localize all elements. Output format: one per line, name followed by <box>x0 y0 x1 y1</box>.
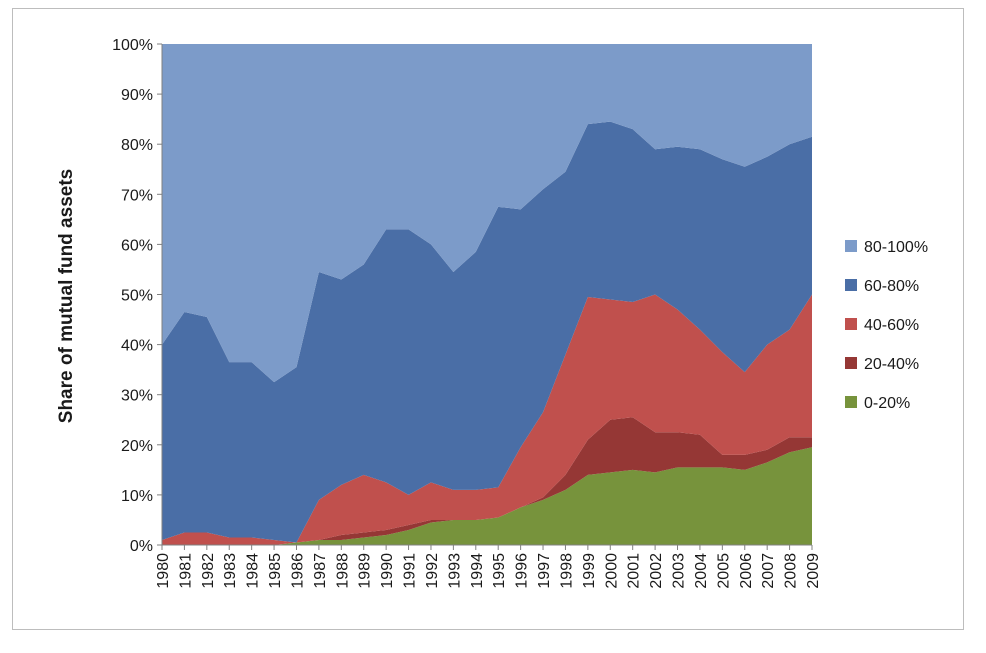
x-tick-label: 2008 <box>783 553 800 589</box>
areas-layer <box>161 44 812 546</box>
legend-swatch <box>845 396 857 408</box>
legend-swatch <box>845 318 857 330</box>
x-tick-label: 1993 <box>446 553 463 589</box>
legend-label: 0-20% <box>864 395 910 412</box>
x-tick-label: 2002 <box>648 553 665 589</box>
x-tick-label: 1990 <box>379 553 396 589</box>
x-tick-label: 1988 <box>334 553 351 589</box>
area-series-4 <box>162 44 812 383</box>
x-tick-label: 1985 <box>267 553 284 589</box>
x-tick-label: 1986 <box>289 553 306 589</box>
x-tick-label: 1997 <box>536 553 553 589</box>
x-tick-label: 1991 <box>402 553 419 589</box>
x-axis-ticks: 1980 1981 1982 1983 1984 1985 1986 1987 1988 1989… <box>155 545 822 589</box>
x-tick-label: 1981 <box>177 553 194 589</box>
x-tick-label: 1984 <box>245 553 262 589</box>
y-tick-label: 10% <box>121 488 153 505</box>
x-tick-label: 2001 <box>626 553 643 589</box>
y-tick-label: 50% <box>121 288 153 305</box>
area-series-2 <box>162 294 812 545</box>
y-axis-ticks: 0% 10% 20% 30% 40% 50% 60% 70% 80% 90% 100% <box>112 37 162 555</box>
y-tick-label: 90% <box>121 87 153 104</box>
legend-label: 80-100% <box>864 239 928 256</box>
legend-swatch <box>845 357 857 369</box>
x-tick-label: 2005 <box>715 553 732 589</box>
y-tick-label: 30% <box>121 388 153 405</box>
area-series-3 <box>162 121 812 543</box>
y-tick-label: 100% <box>112 37 153 54</box>
legend-label: 20-40% <box>864 356 919 373</box>
area-series-1 <box>162 417 812 545</box>
x-tick-label: 2000 <box>603 553 620 589</box>
legend-label: 40-60% <box>864 317 919 334</box>
x-tick-label: 2006 <box>738 553 755 589</box>
legend: 80-100% 60-80% 40-60% 20-40% 0-20% <box>845 239 928 412</box>
x-tick-label: 2009 <box>805 553 822 589</box>
x-tick-label: 1982 <box>200 553 217 589</box>
x-tick-label: 1980 <box>155 553 172 589</box>
x-tick-label: 1999 <box>581 553 598 589</box>
y-tick-label: 60% <box>121 237 153 254</box>
y-axis-label: Share of mutual fund assets <box>56 169 77 423</box>
y-tick-label: 70% <box>121 187 153 204</box>
y-tick-label: 0% <box>130 538 153 555</box>
y-tick-label: 20% <box>121 438 153 455</box>
x-tick-label: 1987 <box>312 553 329 589</box>
legend-label: 60-80% <box>864 278 919 295</box>
x-tick-label: 1996 <box>514 553 531 589</box>
legend-swatch <box>845 240 857 252</box>
y-tick-label: 80% <box>121 137 153 154</box>
x-tick-label: 2004 <box>693 553 710 589</box>
area-series-0 <box>162 447 812 545</box>
x-tick-label: 2003 <box>671 553 688 589</box>
x-tick-label: 2007 <box>760 553 777 589</box>
y-tick-label: 40% <box>121 338 153 355</box>
x-tick-label: 1989 <box>357 553 374 589</box>
x-tick-label: 1998 <box>558 553 575 589</box>
x-tick-label: 1992 <box>424 553 441 589</box>
x-tick-label: 1983 <box>222 553 239 589</box>
x-tick-label: 1995 <box>491 553 508 589</box>
legend-swatch <box>845 279 857 291</box>
x-tick-label: 1994 <box>469 553 486 589</box>
